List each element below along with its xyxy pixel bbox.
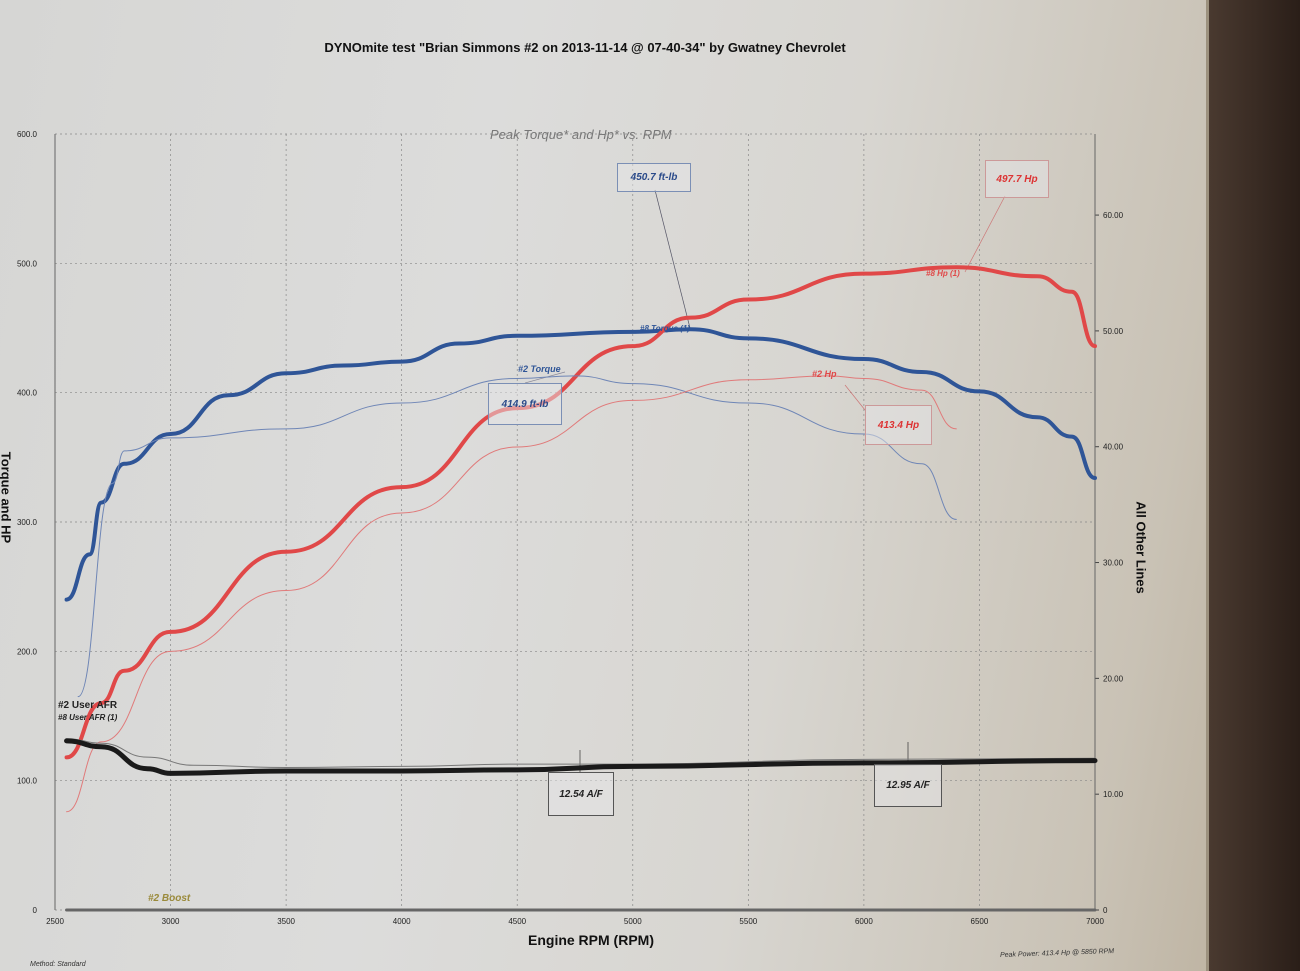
y-tick-label-right: 30.00 xyxy=(1103,559,1124,568)
x-axis-label: Engine RPM (RPM) xyxy=(528,932,654,948)
y-tick-label-left: 300.0 xyxy=(17,518,38,527)
annotation-leader-line xyxy=(964,195,1006,273)
y-tick-label-left: 200.0 xyxy=(17,647,38,656)
y-tick-label-right: 60.00 xyxy=(1103,211,1124,220)
annotation-afr-b: 12.95 A/F xyxy=(874,764,942,807)
desk-background xyxy=(1208,0,1300,971)
x-tick-label: 2500 xyxy=(46,917,64,926)
y-tick-label-right: 40.00 xyxy=(1103,443,1124,452)
annotation-hp-2: 413.4 Hp xyxy=(865,405,932,445)
y-tick-label-left: 600.0 xyxy=(17,130,38,139)
series-label: #2 Boost xyxy=(148,893,191,904)
y-tick-label-left: 100.0 xyxy=(17,777,38,786)
x-tick-label: 4000 xyxy=(393,917,411,926)
series-line--8-hp-1- xyxy=(64,265,1097,760)
method-note: Method: Standard xyxy=(30,961,86,968)
paper-edge xyxy=(1206,0,1209,971)
y-tick-label-right: 0 xyxy=(1103,906,1108,915)
y-tick-label-right: 50.00 xyxy=(1103,327,1124,336)
annotation-afr-a: 12.54 A/F xyxy=(548,772,614,816)
series-line--2-user-afr xyxy=(66,738,1096,769)
series-label: #8 Hp (1) xyxy=(926,269,960,278)
x-tick-label: 5000 xyxy=(624,917,642,926)
series-line--2-hp xyxy=(66,375,957,813)
y-tick-label-right: 20.00 xyxy=(1103,674,1124,683)
annotation-hp-8: 497.7 Hp xyxy=(985,160,1049,198)
annotation-torque-8: 450.7 ft-lb xyxy=(617,163,691,192)
x-tick-label: 3500 xyxy=(277,917,295,926)
x-tick-label: 6500 xyxy=(971,917,989,926)
y-tick-label-left: 0 xyxy=(33,906,38,915)
x-tick-label: 5500 xyxy=(739,917,757,926)
y-tick-label-left: 500.0 xyxy=(17,259,38,268)
annotation-leader-line xyxy=(844,384,866,411)
series-label: #8 User AFR (1) xyxy=(58,713,118,722)
x-tick-label: 7000 xyxy=(1086,917,1104,926)
x-tick-label: 3000 xyxy=(162,917,180,926)
annotation-torque-2: 414.9 ft-lb xyxy=(488,383,562,425)
series-label: #2 User AFR xyxy=(58,700,118,711)
series-line--8-torque-1- xyxy=(64,327,1097,602)
annotation-leader-line xyxy=(654,189,691,329)
series-line--8-user-afr-1- xyxy=(64,738,1098,776)
page-title: DYNOmite test "Brian Simmons #2 on 2013-… xyxy=(324,40,846,55)
y-tick-label-left: 400.0 xyxy=(17,389,38,398)
series-label: #2 Hp xyxy=(812,369,837,379)
chart-title: Peak Torque* and Hp* vs. RPM xyxy=(490,127,672,142)
series-label: #8 Torque (1) xyxy=(640,324,690,333)
series-label: #2 Torque xyxy=(518,364,561,374)
x-tick-label: 4500 xyxy=(508,917,526,926)
y-tick-label-right: 10.00 xyxy=(1103,790,1124,799)
x-tick-label: 6000 xyxy=(855,917,873,926)
series-line--2-torque xyxy=(77,375,957,698)
